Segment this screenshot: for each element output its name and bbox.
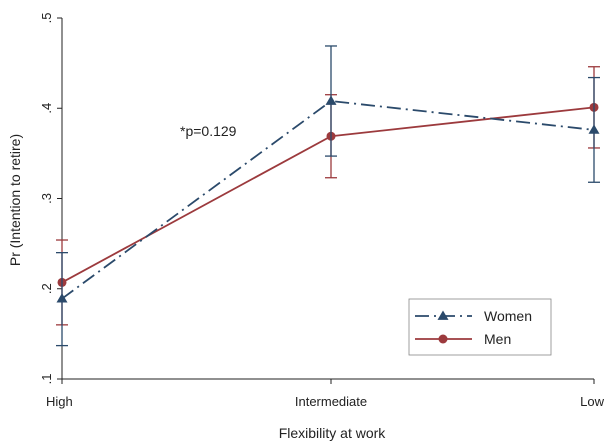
y-axis-label: Pr (Intention to retire) bbox=[7, 134, 23, 266]
y-tick-label: .4 bbox=[39, 103, 54, 114]
legend: Women Men bbox=[408, 298, 552, 356]
x-tick-label: Intermediate bbox=[295, 394, 367, 409]
ticks: .1 .2 .3 .4 .5 High Intermediate Low bbox=[39, 13, 605, 409]
legend-marker bbox=[437, 310, 449, 320]
data-point bbox=[325, 95, 337, 105]
data-point bbox=[56, 293, 68, 303]
legend-box bbox=[408, 298, 552, 356]
y-tick-label: .1 bbox=[39, 374, 54, 385]
legend-label: Men bbox=[484, 331, 511, 347]
x-axis-label: Flexibility at work bbox=[279, 425, 387, 441]
data-point bbox=[588, 124, 600, 134]
y-tick-label: .5 bbox=[39, 13, 54, 24]
x-tick-label: Low bbox=[580, 394, 604, 409]
series-women bbox=[56, 45, 600, 347]
x-tick-label: High bbox=[46, 394, 73, 409]
legend-label: Women bbox=[484, 308, 532, 324]
series-line bbox=[61, 100, 595, 300]
y-tick-label: .3 bbox=[39, 193, 54, 204]
series-men bbox=[56, 66, 600, 326]
annotation: *p=0.129 bbox=[180, 123, 237, 139]
legend-marker bbox=[438, 334, 448, 344]
y-tick-label: .2 bbox=[39, 283, 54, 294]
series-layer bbox=[56, 45, 600, 347]
